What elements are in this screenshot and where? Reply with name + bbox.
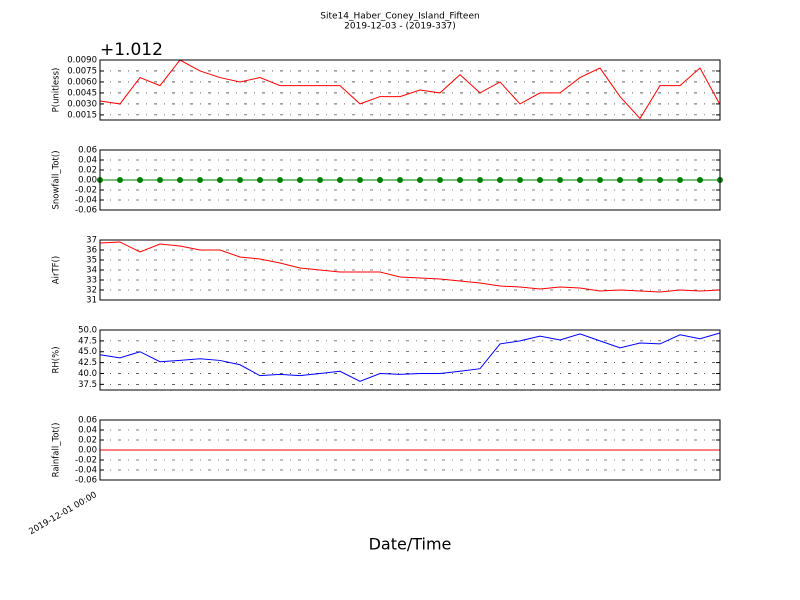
y-tick-label: 47.5	[78, 336, 97, 346]
y-tick-label: 34	[86, 266, 97, 276]
data-point	[657, 177, 663, 183]
y-tick-label: -0.06	[75, 206, 97, 216]
y-tick-label: 0.04	[78, 426, 97, 436]
data-point	[237, 177, 243, 183]
data-point	[397, 177, 403, 183]
y-tick-label: 0.0060	[67, 77, 97, 87]
data-line	[99, 59, 721, 120]
data-point	[697, 177, 703, 183]
figure-title: Site14_Haber_Coney_Island_Fifteen	[320, 12, 479, 22]
data-point	[517, 177, 523, 183]
y-tick-label: 33	[86, 276, 97, 286]
y-tick-label: 37.5	[78, 380, 97, 390]
plot-frame	[99, 59, 721, 121]
data-point	[297, 177, 303, 183]
y-tick-label: -0.02	[75, 456, 97, 466]
figure-subtitle: 2019-12-03 - (2019-337)	[344, 22, 456, 32]
data-point	[477, 177, 483, 183]
y-tick-label: 0.02	[78, 436, 97, 446]
data-line	[99, 241, 721, 293]
data-point	[437, 177, 443, 183]
offset-label: +1.012	[100, 40, 163, 60]
data-point	[417, 177, 423, 183]
data-point	[337, 177, 343, 183]
data-point	[137, 177, 143, 183]
y-tick-label: 0.0045	[67, 88, 97, 98]
plot-frame	[99, 419, 721, 481]
y-tick-label: 0.00	[78, 176, 97, 186]
y-axis-label: Rainfall_Tot()	[52, 423, 62, 478]
y-tick-label: 42.5	[78, 358, 97, 368]
y-tick-label: 45.0	[78, 347, 97, 357]
data-point	[257, 177, 263, 183]
y-tick-label: 40.0	[78, 369, 97, 379]
y-tick-label: 31	[86, 296, 97, 306]
y-tick-label: 0.0075	[67, 66, 97, 76]
data-point	[677, 177, 683, 183]
data-point	[177, 177, 183, 183]
y-tick-label: 0.06	[78, 416, 97, 426]
y-tick-label: 35	[86, 256, 97, 266]
y-tick-label: 0.04	[78, 156, 97, 166]
data-point	[217, 177, 223, 183]
plot-frame	[99, 149, 721, 211]
y-tick-label: 50.0	[78, 326, 97, 336]
x-axis-label: Date/Time	[369, 535, 452, 554]
data-point	[497, 177, 503, 183]
data-point	[617, 177, 623, 183]
y-tick-label: 0.00	[78, 446, 97, 456]
data-point	[157, 177, 163, 183]
x-tick-label: 2019-12-01 00:00	[27, 490, 98, 537]
data-point	[457, 177, 463, 183]
y-tick-label: -0.04	[75, 466, 97, 476]
data-point	[577, 177, 583, 183]
data-point	[357, 177, 363, 183]
y-tick-label: 0.0090	[67, 56, 97, 66]
data-point	[637, 177, 643, 183]
y-axis-label: RH(%)	[52, 346, 62, 373]
y-tick-label: 0.0015	[67, 110, 97, 120]
data-point	[537, 177, 543, 183]
y-axis-label: P(unitless)	[52, 68, 62, 113]
data-point	[117, 177, 123, 183]
plot-frame	[99, 329, 721, 391]
data-line	[99, 332, 721, 382]
data-point	[197, 177, 203, 183]
plot-frame	[99, 239, 721, 301]
data-point	[317, 177, 323, 183]
y-tick-label: 36	[86, 246, 97, 256]
y-tick-label: 37	[86, 236, 97, 246]
data-point	[597, 177, 603, 183]
y-tick-label: -0.06	[75, 476, 97, 486]
y-axis-label: AirTF()	[52, 256, 62, 284]
y-tick-label: -0.02	[75, 186, 97, 196]
y-tick-label: 32	[86, 286, 97, 296]
y-tick-label: -0.04	[75, 196, 97, 206]
data-point	[277, 177, 283, 183]
y-tick-label: 0.0030	[67, 99, 97, 109]
data-point	[377, 177, 383, 183]
y-axis-label: Snowfall_Tot()	[52, 150, 62, 209]
data-point	[557, 177, 563, 183]
y-tick-label: 0.06	[78, 146, 97, 156]
y-tick-label: 0.02	[78, 166, 97, 176]
